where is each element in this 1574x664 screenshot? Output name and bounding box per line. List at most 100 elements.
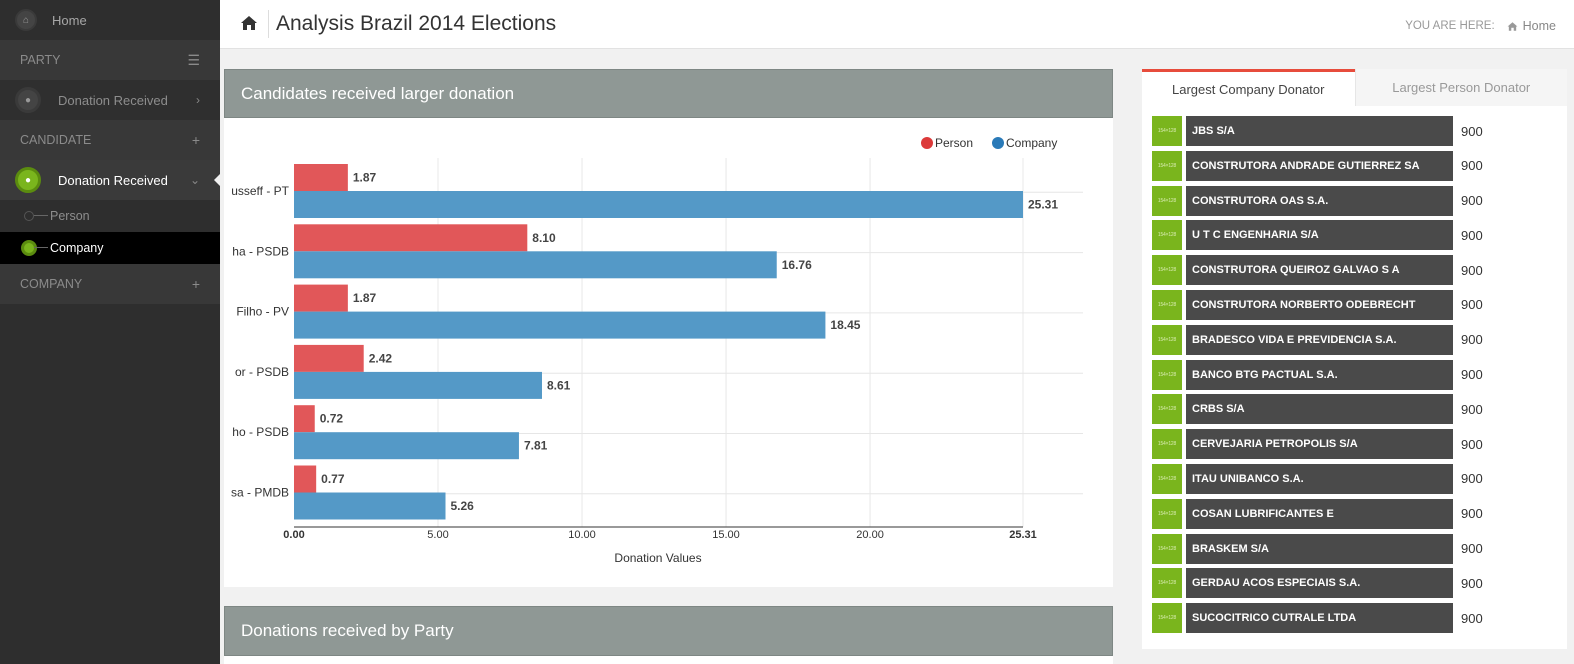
category-label: usseff - PT xyxy=(231,184,289,198)
data-label: 8.61 xyxy=(547,378,571,392)
bar-person xyxy=(294,344,364,372)
breadcrumb-home[interactable]: Home xyxy=(1507,19,1556,33)
list-item[interactable]: 154×128 GERDAU ACOS ESPECIAIS S.A. 900 xyxy=(1152,568,1567,599)
list-icon: ☰ xyxy=(187,51,200,68)
sidebar-sub-company-label: Company xyxy=(50,241,104,255)
donator-value: 900 xyxy=(1461,297,1483,313)
sidebar-item-home[interactable]: ⌂ Home xyxy=(0,0,220,40)
thumbnail-placeholder: 154×128 xyxy=(1152,150,1182,181)
donator-name: COSAN LUBRIFICANTES E xyxy=(1186,498,1453,529)
list-item[interactable]: 154×128 CRBS S/A 900 xyxy=(1152,394,1567,425)
sidebar-section-company[interactable]: COMPANY + xyxy=(0,264,220,304)
category-label: sa - PMDB xyxy=(231,486,289,500)
sidebar-section-party[interactable]: PARTY ☰ xyxy=(0,40,220,80)
donator-name: BRASKEM S/A xyxy=(1186,533,1453,564)
donator-name: CONSTRUTORA ANDRADE GUTIERREZ SA xyxy=(1186,150,1453,181)
bar-person xyxy=(294,405,315,433)
category-label: ho - PSDB xyxy=(232,425,289,439)
list-item[interactable]: 154×128 BRASKEM S/A 900 xyxy=(1152,533,1567,564)
donator-value: 900 xyxy=(1461,332,1483,348)
tick-label: 25.31 xyxy=(1009,529,1037,541)
data-label: 1.87 xyxy=(353,171,377,185)
section-label-party: PARTY xyxy=(20,53,61,67)
active-caret xyxy=(214,173,221,187)
thumbnail-placeholder: 154×128 xyxy=(1152,255,1182,286)
donators-panel: Largest Company Donator Largest Person D… xyxy=(1142,69,1567,649)
tick-label: 5.00 xyxy=(427,529,448,541)
list-item[interactable]: 154×128 CONSTRUTORA ANDRADE GUTIERREZ SA 9… xyxy=(1152,150,1567,181)
list-item[interactable]: 154×128 BRADESCO VIDA E PREVIDENCIA S.A. 9… xyxy=(1152,324,1567,355)
timeline-dash xyxy=(34,247,48,248)
list-item[interactable]: 154×128 SUCOCITRICO CUTRALE LTDA 900 xyxy=(1152,603,1567,634)
bar-company xyxy=(294,251,777,279)
thumbnail-placeholder: 154×128 xyxy=(1152,568,1182,599)
sidebar: ⌂ Home PARTY ☰ ● Donation Received › CAN… xyxy=(0,0,221,664)
donator-value: 900 xyxy=(1461,575,1483,591)
donator-value: 900 xyxy=(1461,541,1483,557)
data-label: 2.42 xyxy=(369,351,393,365)
bar-person xyxy=(294,164,348,191)
sidebar-item-party-donation[interactable]: ● Donation Received › xyxy=(0,80,220,120)
bar-company xyxy=(294,492,446,520)
tab-company-donator[interactable]: Largest Company Donator xyxy=(1142,69,1355,106)
user-icon: ● xyxy=(15,87,41,113)
page-header: Analysis Brazil 2014 Elections YOU ARE H… xyxy=(220,0,1574,49)
bar-company xyxy=(294,311,826,339)
home-icon[interactable] xyxy=(240,14,258,32)
data-label: 18.45 xyxy=(830,318,860,332)
page-title: Analysis Brazil 2014 Elections xyxy=(276,12,557,35)
donator-name: SUCOCITRICO CUTRALE LTDA xyxy=(1186,603,1453,634)
thumbnail-placeholder: 154×128 xyxy=(1152,289,1182,320)
tick-label: 10.00 xyxy=(568,529,596,541)
donator-value: 900 xyxy=(1461,227,1483,243)
sidebar-sub-company[interactable]: Company xyxy=(0,232,220,264)
thumbnail-placeholder: 154×128 xyxy=(1152,429,1182,460)
breadcrumb-label: YOU ARE HERE: xyxy=(1405,20,1495,32)
legend-dot-company xyxy=(992,137,1004,149)
donator-value: 900 xyxy=(1461,506,1483,522)
thumbnail-placeholder: 154×128 xyxy=(1152,116,1182,146)
legend-label: Company xyxy=(1006,136,1057,150)
bar-person xyxy=(294,224,528,252)
donator-name: BANCO BTG PACTUAL S.A. xyxy=(1186,359,1453,390)
bar-person xyxy=(294,284,348,312)
thumbnail-placeholder: 154×128 xyxy=(1152,394,1182,425)
list-item[interactable]: 154×128 BANCO BTG PACTUAL S.A. 900 xyxy=(1152,359,1567,390)
legend-dot-person xyxy=(921,137,933,149)
section-label-company: COMPANY xyxy=(20,277,83,291)
user-icon: ● xyxy=(15,167,41,193)
donator-name: CONSTRUTORA OAS S.A. xyxy=(1186,185,1453,216)
sidebar-sub-person[interactable]: Person xyxy=(0,200,220,232)
sidebar-section-candidate[interactable]: CANDIDATE + xyxy=(0,120,220,160)
donator-name: CONSTRUTORA NORBERTO ODEBRECHT xyxy=(1186,289,1453,320)
party-panel: Donations received by Party xyxy=(224,606,1113,664)
sidebar-item-candidate-donation[interactable]: ● Donation Received ⌄ xyxy=(0,160,221,200)
data-label: 1.87 xyxy=(353,291,377,305)
plus-icon: + xyxy=(191,132,200,148)
thumbnail-placeholder: 154×128 xyxy=(1152,185,1182,216)
sidebar-party-donation-label: Donation Received xyxy=(58,92,168,108)
tick-label: 20.00 xyxy=(856,529,884,541)
donator-value: 900 xyxy=(1461,123,1483,139)
tick-label: 15.00 xyxy=(712,529,740,541)
thumbnail-placeholder: 154×128 xyxy=(1152,463,1182,494)
list-item[interactable]: 154×128 ITAU UNIBANCO S.A. 900 xyxy=(1152,463,1567,494)
thumbnail-placeholder: 154×128 xyxy=(1152,603,1182,634)
list-item[interactable]: 154×128 COSAN LUBRIFICANTES E 900 xyxy=(1152,498,1567,529)
thumbnail-placeholder: 154×128 xyxy=(1152,359,1182,390)
list-item[interactable]: 154×128 CONSTRUTORA NORBERTO ODEBRECHT 900 xyxy=(1152,289,1567,320)
list-item[interactable]: 154×128 CONSTRUTORA QUEIROZ GALVAO S A 900 xyxy=(1152,255,1567,286)
list-item[interactable]: 154×128 JBS S/A 900 xyxy=(1152,116,1567,146)
list-item[interactable]: 154×128 U T C ENGENHARIA S/A 900 xyxy=(1152,220,1567,251)
party-panel-title: Donations received by Party xyxy=(224,606,1113,656)
plot-area xyxy=(294,158,1083,527)
tab-person-donator[interactable]: Largest Person Donator xyxy=(1354,69,1567,106)
x-axis-label: Donation Values xyxy=(614,551,701,565)
list-item[interactable]: 154×128 CONSTRUTORA OAS S.A. 900 xyxy=(1152,185,1567,216)
category-label: ha - PSDB xyxy=(232,244,289,258)
timeline-dot xyxy=(24,211,34,221)
list-item[interactable]: 154×128 CERVEJARIA PETROPOLIS S/A 900 xyxy=(1152,429,1567,460)
donator-name: CONSTRUTORA QUEIROZ GALVAO S A xyxy=(1186,255,1453,286)
category-label: or - PSDB xyxy=(235,365,289,379)
chart-panel-title: Candidates received larger donation xyxy=(224,69,1113,118)
